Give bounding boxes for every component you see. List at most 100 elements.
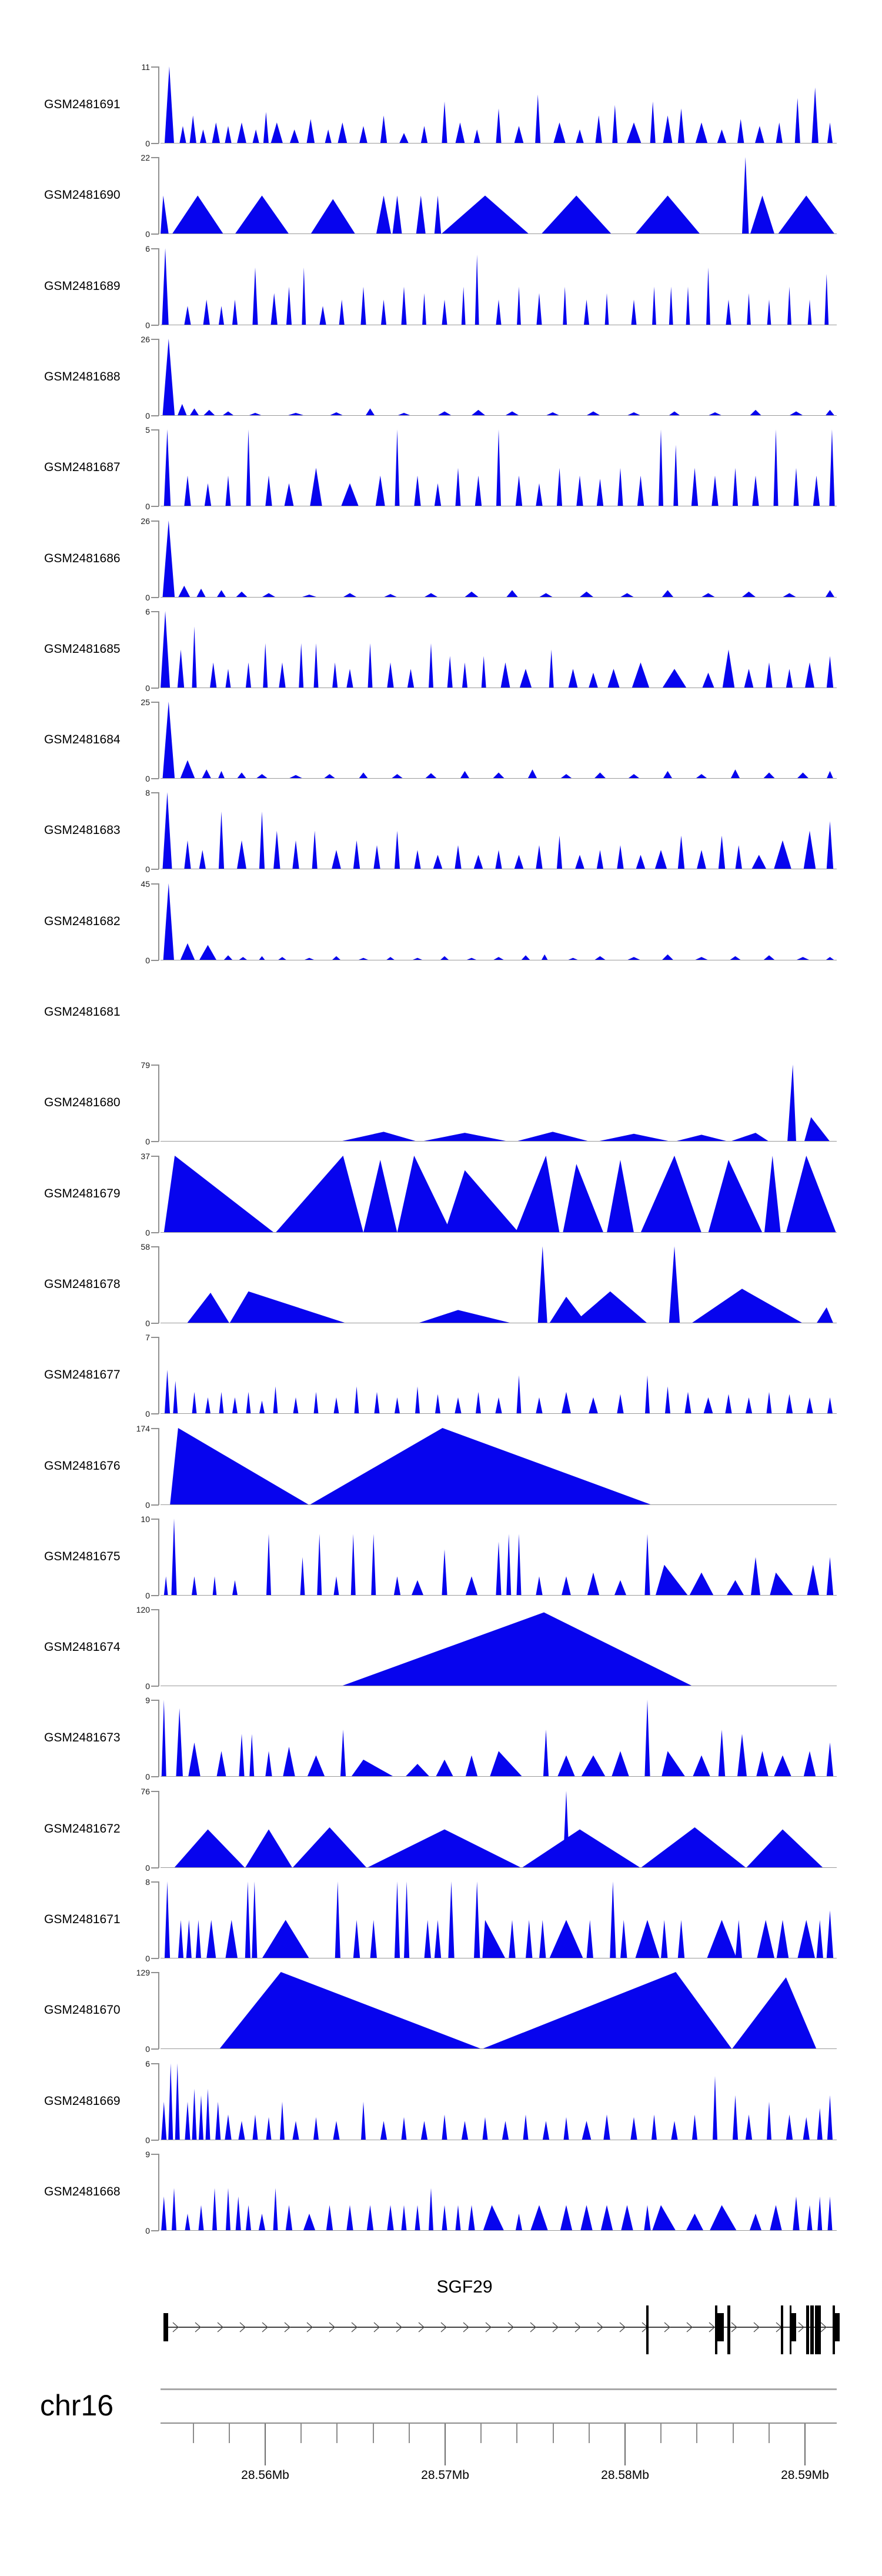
signal-peak — [411, 1580, 424, 1596]
signal-peak — [232, 1580, 238, 1596]
signal-peak — [596, 478, 604, 506]
yaxis-max-label: 8 — [145, 788, 150, 798]
axis-major-tick — [265, 2424, 266, 2465]
yaxis-line — [158, 1519, 159, 1596]
yaxis-line — [158, 248, 159, 325]
yaxis-max-label: 5 — [145, 425, 150, 435]
signal-peak — [212, 2188, 218, 2231]
signal-peak — [465, 1755, 478, 1777]
yaxis-tick-bottom — [151, 2048, 159, 2050]
yaxis-zero-label: 0 — [145, 1500, 150, 1510]
signal-peak — [206, 1920, 216, 1958]
signal-peak — [392, 195, 402, 234]
signal-peak — [707, 412, 723, 416]
signal-peak — [164, 66, 174, 144]
signal-peak — [225, 1920, 238, 1958]
signal-peak — [186, 1920, 192, 1958]
yaxis-tick-top — [151, 1972, 159, 1973]
signal-peak — [515, 1132, 590, 1142]
signal-peak — [366, 1829, 522, 1868]
yaxis-tick-bottom — [151, 1595, 159, 1596]
signal-peak — [209, 662, 217, 688]
signal-peak — [442, 1549, 447, 1596]
signal-peak — [650, 101, 656, 144]
signal-peak — [246, 1392, 251, 1414]
signal-peak — [595, 115, 602, 144]
signal-peak — [188, 1742, 201, 1777]
signal-peak — [313, 1392, 319, 1414]
yaxis-tick-top — [151, 1700, 159, 1701]
signal-peak — [700, 593, 716, 598]
signal-peak — [583, 299, 590, 325]
yaxis-tick-bottom — [151, 1686, 159, 1687]
signal-peak — [813, 475, 820, 506]
signal-peak — [258, 2213, 266, 2231]
track-label: GSM2481685 — [44, 642, 121, 656]
signal-peak — [694, 957, 709, 960]
signal-peak — [416, 195, 426, 234]
signal-peak — [816, 1920, 823, 1958]
signal-peak — [731, 1977, 817, 2049]
signal-peak — [170, 1428, 309, 1505]
yaxis-tick-top — [151, 248, 159, 249]
signal-peak — [225, 669, 231, 688]
yaxis-tick-bottom — [151, 143, 159, 144]
signal-peak — [717, 129, 727, 144]
signal-peak — [729, 956, 741, 960]
signal-peak — [580, 2205, 593, 2231]
signal-peak — [428, 2188, 434, 2231]
gene-exon-box — [791, 2313, 796, 2341]
signal-peak — [266, 2117, 272, 2140]
signal-peak — [543, 1729, 549, 1777]
signal-peak — [561, 1576, 572, 1596]
signal-peak — [786, 669, 793, 688]
yaxis-zero-label: 0 — [145, 1591, 150, 1600]
signal-peak — [422, 293, 426, 325]
signal-peak — [490, 1751, 523, 1777]
signal-peak — [541, 954, 548, 960]
signal-peak — [621, 2205, 633, 2231]
signal-peak — [777, 195, 835, 234]
signal-peak — [332, 662, 338, 688]
signal-peak — [677, 108, 685, 144]
track-baseline — [161, 2048, 837, 2049]
signal-peak — [286, 412, 306, 416]
track-baseline — [161, 233, 837, 234]
signal-peak — [541, 195, 612, 234]
yaxis-line — [158, 157, 159, 234]
signal-peak — [216, 590, 226, 598]
track-signal-plot — [219, 1972, 817, 2049]
signal-peak — [561, 1392, 572, 1414]
track-signal-plot — [161, 611, 834, 688]
signal-peak — [744, 669, 754, 688]
signal-peak — [773, 429, 779, 506]
signal-peak — [726, 299, 731, 325]
signal-peak — [735, 845, 742, 869]
signal-peak — [517, 286, 521, 325]
signal-peak — [691, 468, 699, 506]
signal-peak — [492, 957, 505, 960]
signal-peak — [483, 2205, 505, 2231]
signal-peak — [594, 956, 606, 960]
signal-peak — [612, 1751, 629, 1777]
strand-arrow-icon — [485, 2322, 492, 2333]
yaxis-tick-top — [151, 611, 159, 612]
signal-peak — [225, 2114, 232, 2140]
signal-peak — [218, 306, 225, 325]
track-label: GSM2481671 — [44, 1913, 121, 1926]
track-signal-plot — [162, 339, 835, 416]
signal-peak — [184, 840, 191, 869]
signal-peak — [259, 811, 265, 869]
signal-peak — [804, 662, 815, 688]
yaxis-line — [158, 611, 159, 688]
signal-peak — [192, 2088, 197, 2140]
signal-peak — [825, 957, 835, 960]
signal-peak — [549, 1920, 583, 1958]
yaxis-zero-label: 0 — [145, 1409, 150, 1419]
signal-peak — [668, 411, 681, 416]
signal-peak — [706, 267, 710, 325]
signal-peak — [423, 593, 439, 598]
signal-peak — [691, 1289, 803, 1323]
signal-peak — [475, 475, 482, 506]
signal-peak — [248, 412, 263, 416]
